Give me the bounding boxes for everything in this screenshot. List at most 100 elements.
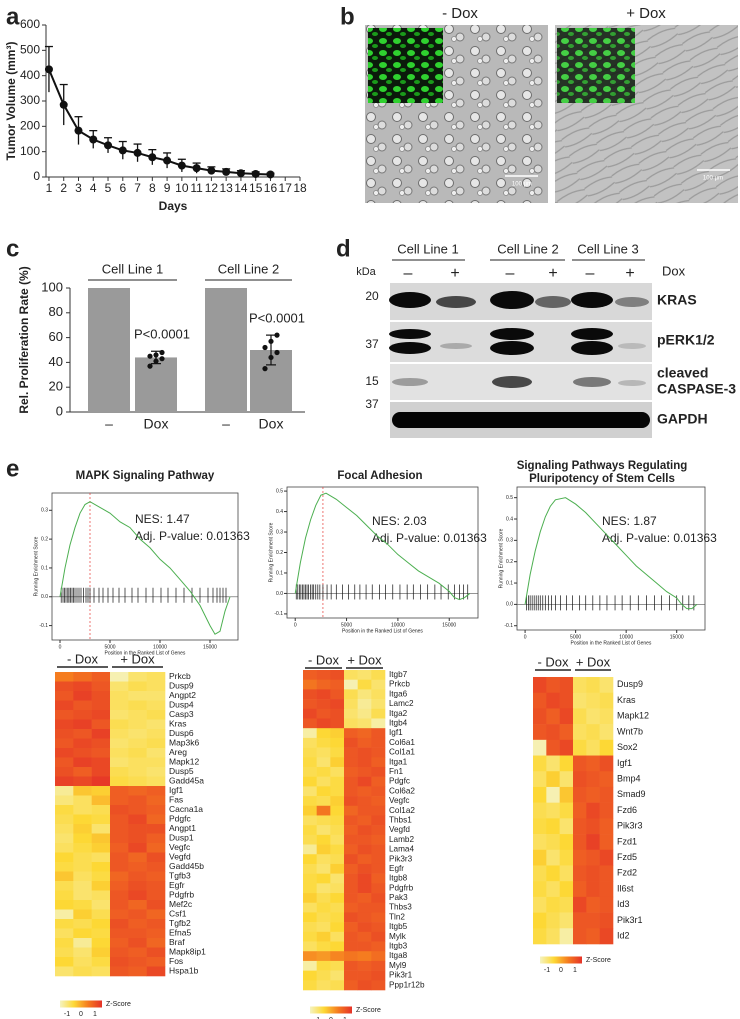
heatmap-cell	[110, 843, 129, 853]
row-label: Mapk12	[617, 711, 649, 721]
scale-bar-label: 100 µm	[512, 182, 532, 188]
row-label: Tln2	[389, 912, 405, 921]
heatmap-cell	[316, 737, 331, 748]
heatmap-cell	[559, 818, 574, 835]
data-point	[262, 366, 268, 372]
heatmap-cell	[73, 757, 92, 768]
heatmap-cell	[55, 757, 74, 768]
column-group-label: - Dox	[67, 651, 99, 666]
heatmap-cell	[55, 871, 74, 882]
heatmap-cell	[110, 738, 129, 749]
heatmap-cell	[546, 881, 560, 898]
heatmap-cell	[330, 699, 345, 710]
heatmap-cell	[303, 757, 317, 768]
heatmap-cell	[91, 748, 111, 758]
heatmap-cell	[573, 865, 587, 882]
heatmap-cell	[599, 692, 614, 709]
heatmap-cell	[586, 881, 600, 898]
heatmap-cell	[128, 681, 147, 692]
column-group-label: + Dox	[120, 651, 155, 666]
heatmap-cell	[371, 873, 386, 884]
heatmap-cell	[599, 834, 614, 851]
row-label: Areg	[169, 747, 187, 757]
heatmap-cell	[533, 677, 547, 694]
row-label: Myl9	[389, 961, 407, 970]
heatmap-cell	[146, 881, 166, 891]
row-label: Itgb5	[389, 922, 408, 931]
annotation: NES: 1.47	[135, 512, 190, 526]
heatmap-cell	[55, 909, 74, 920]
y-tick-label: 0.3	[41, 508, 48, 514]
heatmap-cell	[128, 947, 147, 958]
heatmap-cell	[546, 896, 560, 913]
heatmap-cell	[599, 786, 614, 803]
row-label: Lama4	[389, 845, 414, 854]
row-label: Dusp9	[169, 681, 194, 691]
heatmap-cell	[316, 805, 331, 816]
heatmap-cell	[586, 771, 600, 788]
heatmap-cell	[546, 708, 560, 725]
bar	[135, 357, 177, 412]
heatmap-cell	[128, 824, 147, 834]
row-label: Angpt1	[169, 823, 196, 833]
x-tick-label: Dox	[259, 416, 284, 432]
heatmap-cell	[357, 699, 372, 710]
row-label: Hspa1b	[169, 966, 199, 976]
heatmap-cell	[73, 852, 92, 863]
x-tick-label: 13	[219, 181, 233, 195]
heatmap-cell	[599, 708, 614, 725]
row-label: Pik3r1	[617, 915, 643, 925]
heatmap-cell	[357, 805, 372, 816]
heatmap-cell	[146, 672, 166, 682]
heatmap-cell	[371, 825, 386, 836]
heatmap-cell	[357, 796, 372, 807]
data-point	[274, 349, 280, 356]
heatmap-cell	[303, 970, 317, 981]
data-point	[147, 363, 153, 369]
plot-frame	[516, 486, 706, 631]
y-tick-label: 0	[56, 403, 63, 418]
heatmap-cell	[303, 863, 317, 874]
cell-line-label: Cell Line 1	[397, 241, 458, 256]
heatmap-cell	[344, 747, 358, 758]
colorbar-tick-label: 1	[93, 1011, 97, 1018]
row-label: Mylk	[389, 932, 407, 941]
y-tick-label: 200	[20, 119, 40, 133]
heatmap-cell	[55, 862, 74, 872]
y-axis-title: Tumor Volume (mm³)	[4, 42, 18, 161]
lane-label: –	[404, 265, 413, 282]
row-label: Col1a1	[389, 748, 415, 757]
lane-label: –	[586, 265, 595, 282]
row-label: Vegfd	[169, 852, 191, 862]
cell-line-label: Cell Line 2	[497, 241, 558, 256]
heatmap-cell	[371, 718, 386, 729]
heatmap-cell	[559, 739, 574, 756]
y-tick-label: 0.2	[506, 559, 513, 565]
heatmap-cell	[128, 928, 147, 939]
row-label: Mef2c	[169, 899, 193, 909]
colorbar-tick-label: 1	[343, 1017, 347, 1019]
heatmap-cell	[91, 852, 111, 863]
row-label: Pdgfrb	[389, 883, 414, 892]
row-label: Itgb3	[389, 942, 408, 951]
x-tick-label: 4	[90, 181, 97, 195]
row-label: Pik3r3	[389, 854, 413, 863]
bar	[88, 288, 130, 412]
row-label: Igf1	[389, 728, 403, 737]
x-tick-label: 18	[293, 181, 307, 195]
heatmap-cell	[146, 928, 166, 939]
heatmap-cell	[371, 854, 386, 865]
heatmap-cell	[55, 710, 74, 720]
heatmap-cell	[91, 776, 111, 787]
heatmap-cell	[316, 718, 331, 729]
column-group-label: - Dox	[308, 652, 340, 667]
row-label: Id3	[617, 899, 630, 909]
heatmap-cell	[559, 928, 574, 945]
y-tick-label: 0.5	[506, 495, 513, 501]
heatmap-cell	[357, 670, 372, 680]
heatmap-cell	[357, 718, 372, 729]
heatmap-cell	[357, 893, 372, 904]
heatmap-cell	[533, 928, 547, 945]
heatmap-cell	[344, 815, 358, 826]
heatmap-cell	[128, 795, 147, 806]
